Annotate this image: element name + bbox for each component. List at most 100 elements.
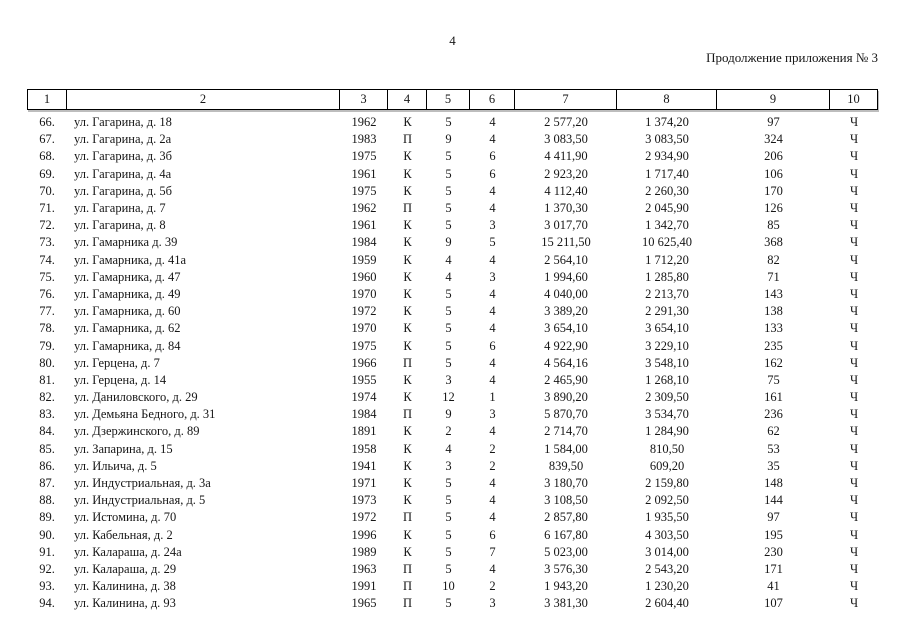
table-cell: 148 <box>764 476 783 491</box>
table-cell: 230 <box>764 544 783 559</box>
table-cell: 5 <box>445 115 452 130</box>
address-cell: ул. Герцена, д. 14 <box>74 372 167 387</box>
address-cell: ул. Дзержинского, д. 89 <box>74 424 200 439</box>
table-cell: 1963 <box>351 561 377 576</box>
table-cell: 70. <box>39 183 55 198</box>
table-cell: К <box>403 183 412 198</box>
table-cell: 3 <box>489 269 496 284</box>
table-cell: 71. <box>39 201 55 216</box>
table-cell: 2 923,20 <box>544 166 588 181</box>
column-header: 4 <box>388 89 427 110</box>
table-cell: 4 303,50 <box>645 527 689 542</box>
table-cell: 82. <box>39 390 55 405</box>
table-cell: Ч <box>849 493 859 508</box>
address-cell: ул. Индустриальная, д. 5 <box>74 493 206 508</box>
table-cell: К <box>403 149 412 164</box>
table-row: 82. ул. Даниловского, д. 29 1974 К 12 1 3 890,… <box>27 389 878 406</box>
address-cell: ул. Гагарина, д. 5б <box>74 183 172 198</box>
table-cell: 4 <box>489 424 496 439</box>
table-cell: 2 291,30 <box>645 304 689 319</box>
table-cell: Ч <box>849 235 859 250</box>
table-cell: 3 180,70 <box>544 476 588 491</box>
table-cell: К <box>403 115 412 130</box>
table-cell: 81. <box>39 372 55 387</box>
table-row: 80. ул. Герцена, д. 7 1966 П 5 4 4 564,16 3 548… <box>27 355 878 372</box>
table-cell: 368 <box>764 235 783 250</box>
table-cell: 4 <box>489 115 496 130</box>
table-cell: 6 <box>489 338 496 353</box>
table-cell: 5 <box>445 218 452 233</box>
table-cell: 3 654,10 <box>544 321 588 336</box>
table-cell: П <box>402 355 413 370</box>
table-cell: К <box>403 476 412 491</box>
table-cell: 2 <box>489 579 496 594</box>
table-cell: 15 211,50 <box>541 235 591 250</box>
table-cell: 4 <box>489 201 496 216</box>
table-cell: 73. <box>39 235 55 250</box>
table-cell: 1 935,50 <box>645 510 689 525</box>
table-row: 94. ул. Калинина, д. 93 1965 П 5 3 3 381,30 2 6… <box>27 595 878 612</box>
table-cell: 143 <box>764 286 783 301</box>
table-cell: 5 <box>445 286 452 301</box>
table-cell: 3 890,20 <box>544 390 588 405</box>
table-cell: Ч <box>849 132 859 147</box>
table-cell: 90. <box>39 527 55 542</box>
table-cell: 1975 <box>351 183 377 198</box>
table-cell: 106 <box>764 166 783 181</box>
table-cell: 1962 <box>351 201 377 216</box>
table-cell: 1961 <box>351 218 377 233</box>
table-cell: 5 <box>445 527 452 542</box>
table-cell: 3 017,70 <box>544 218 588 233</box>
table-cell: 2 092,50 <box>645 493 689 508</box>
table-cell: 1966 <box>351 355 377 370</box>
table-cell: К <box>403 441 412 456</box>
table-row: 74. ул. Гамарника, д. 41а 1959 К 4 4 2 564,10 1… <box>27 252 878 269</box>
table-cell: П <box>402 407 413 422</box>
table-cell: 78. <box>39 321 55 336</box>
table-cell: 5 <box>445 304 452 319</box>
table-cell: 10 625,40 <box>642 235 692 250</box>
table-cell: 4 <box>489 355 496 370</box>
table-cell: Ч <box>849 510 859 525</box>
table-cell: 1 943,20 <box>544 579 588 594</box>
table-cell: 4 <box>489 132 496 147</box>
table-cell: 4 <box>489 372 496 387</box>
table-cell: 236 <box>764 407 783 422</box>
table-row: 77. ул. Гамарника, д. 60 1972 К 5 4 3 389,20 2 … <box>27 303 878 320</box>
table-cell: 5 <box>445 166 452 181</box>
table-cell: 2 159,80 <box>645 476 689 491</box>
address-cell: ул. Гагарина, д. 4а <box>74 166 172 181</box>
table-cell: 53 <box>767 441 780 456</box>
table-cell: К <box>403 372 412 387</box>
table-cell: 4 <box>489 304 496 319</box>
table-cell: 72. <box>39 218 55 233</box>
table-row: 88. ул. Индустриальная, д. 5 1973 К 5 4 3 108,… <box>27 492 878 509</box>
column-header: 1 <box>27 89 67 110</box>
table-cell: 3 548,10 <box>645 355 689 370</box>
address-cell: ул. Демьяна Бедного, д. 31 <box>74 407 216 422</box>
table-cell: 4 <box>489 286 496 301</box>
table-cell: Ч <box>849 304 859 319</box>
table-cell: Ч <box>849 372 859 387</box>
table-cell: Ч <box>849 338 859 353</box>
address-cell: ул. Гагарина, д. 18 <box>74 115 172 130</box>
table-cell: 1989 <box>351 544 377 559</box>
address-cell: ул. Истомина, д. 70 <box>74 510 177 525</box>
table-cell: 5 <box>445 561 452 576</box>
table-cell: 1996 <box>351 527 377 542</box>
table-cell: 94. <box>39 596 55 611</box>
table-cell: 89. <box>39 510 55 525</box>
table-cell: 4 <box>445 441 452 456</box>
table-row: 93. ул. Калинина, д. 38 1991 П 10 2 1 943,20 1 … <box>27 578 878 595</box>
address-cell: ул. Гамарника, д. 47 <box>74 269 181 284</box>
table-cell: Ч <box>849 321 859 336</box>
table-cell: К <box>403 544 412 559</box>
address-cell: ул. Калараша, д. 29 <box>74 561 177 576</box>
table-cell: 4 <box>489 321 496 336</box>
table-cell: 1 374,20 <box>645 115 689 130</box>
table-cell: Ч <box>849 424 859 439</box>
table-cell: 324 <box>764 132 783 147</box>
table-cell: 2 045,90 <box>645 201 689 216</box>
table-cell: Ч <box>849 252 859 267</box>
table-cell: Ч <box>849 166 859 181</box>
